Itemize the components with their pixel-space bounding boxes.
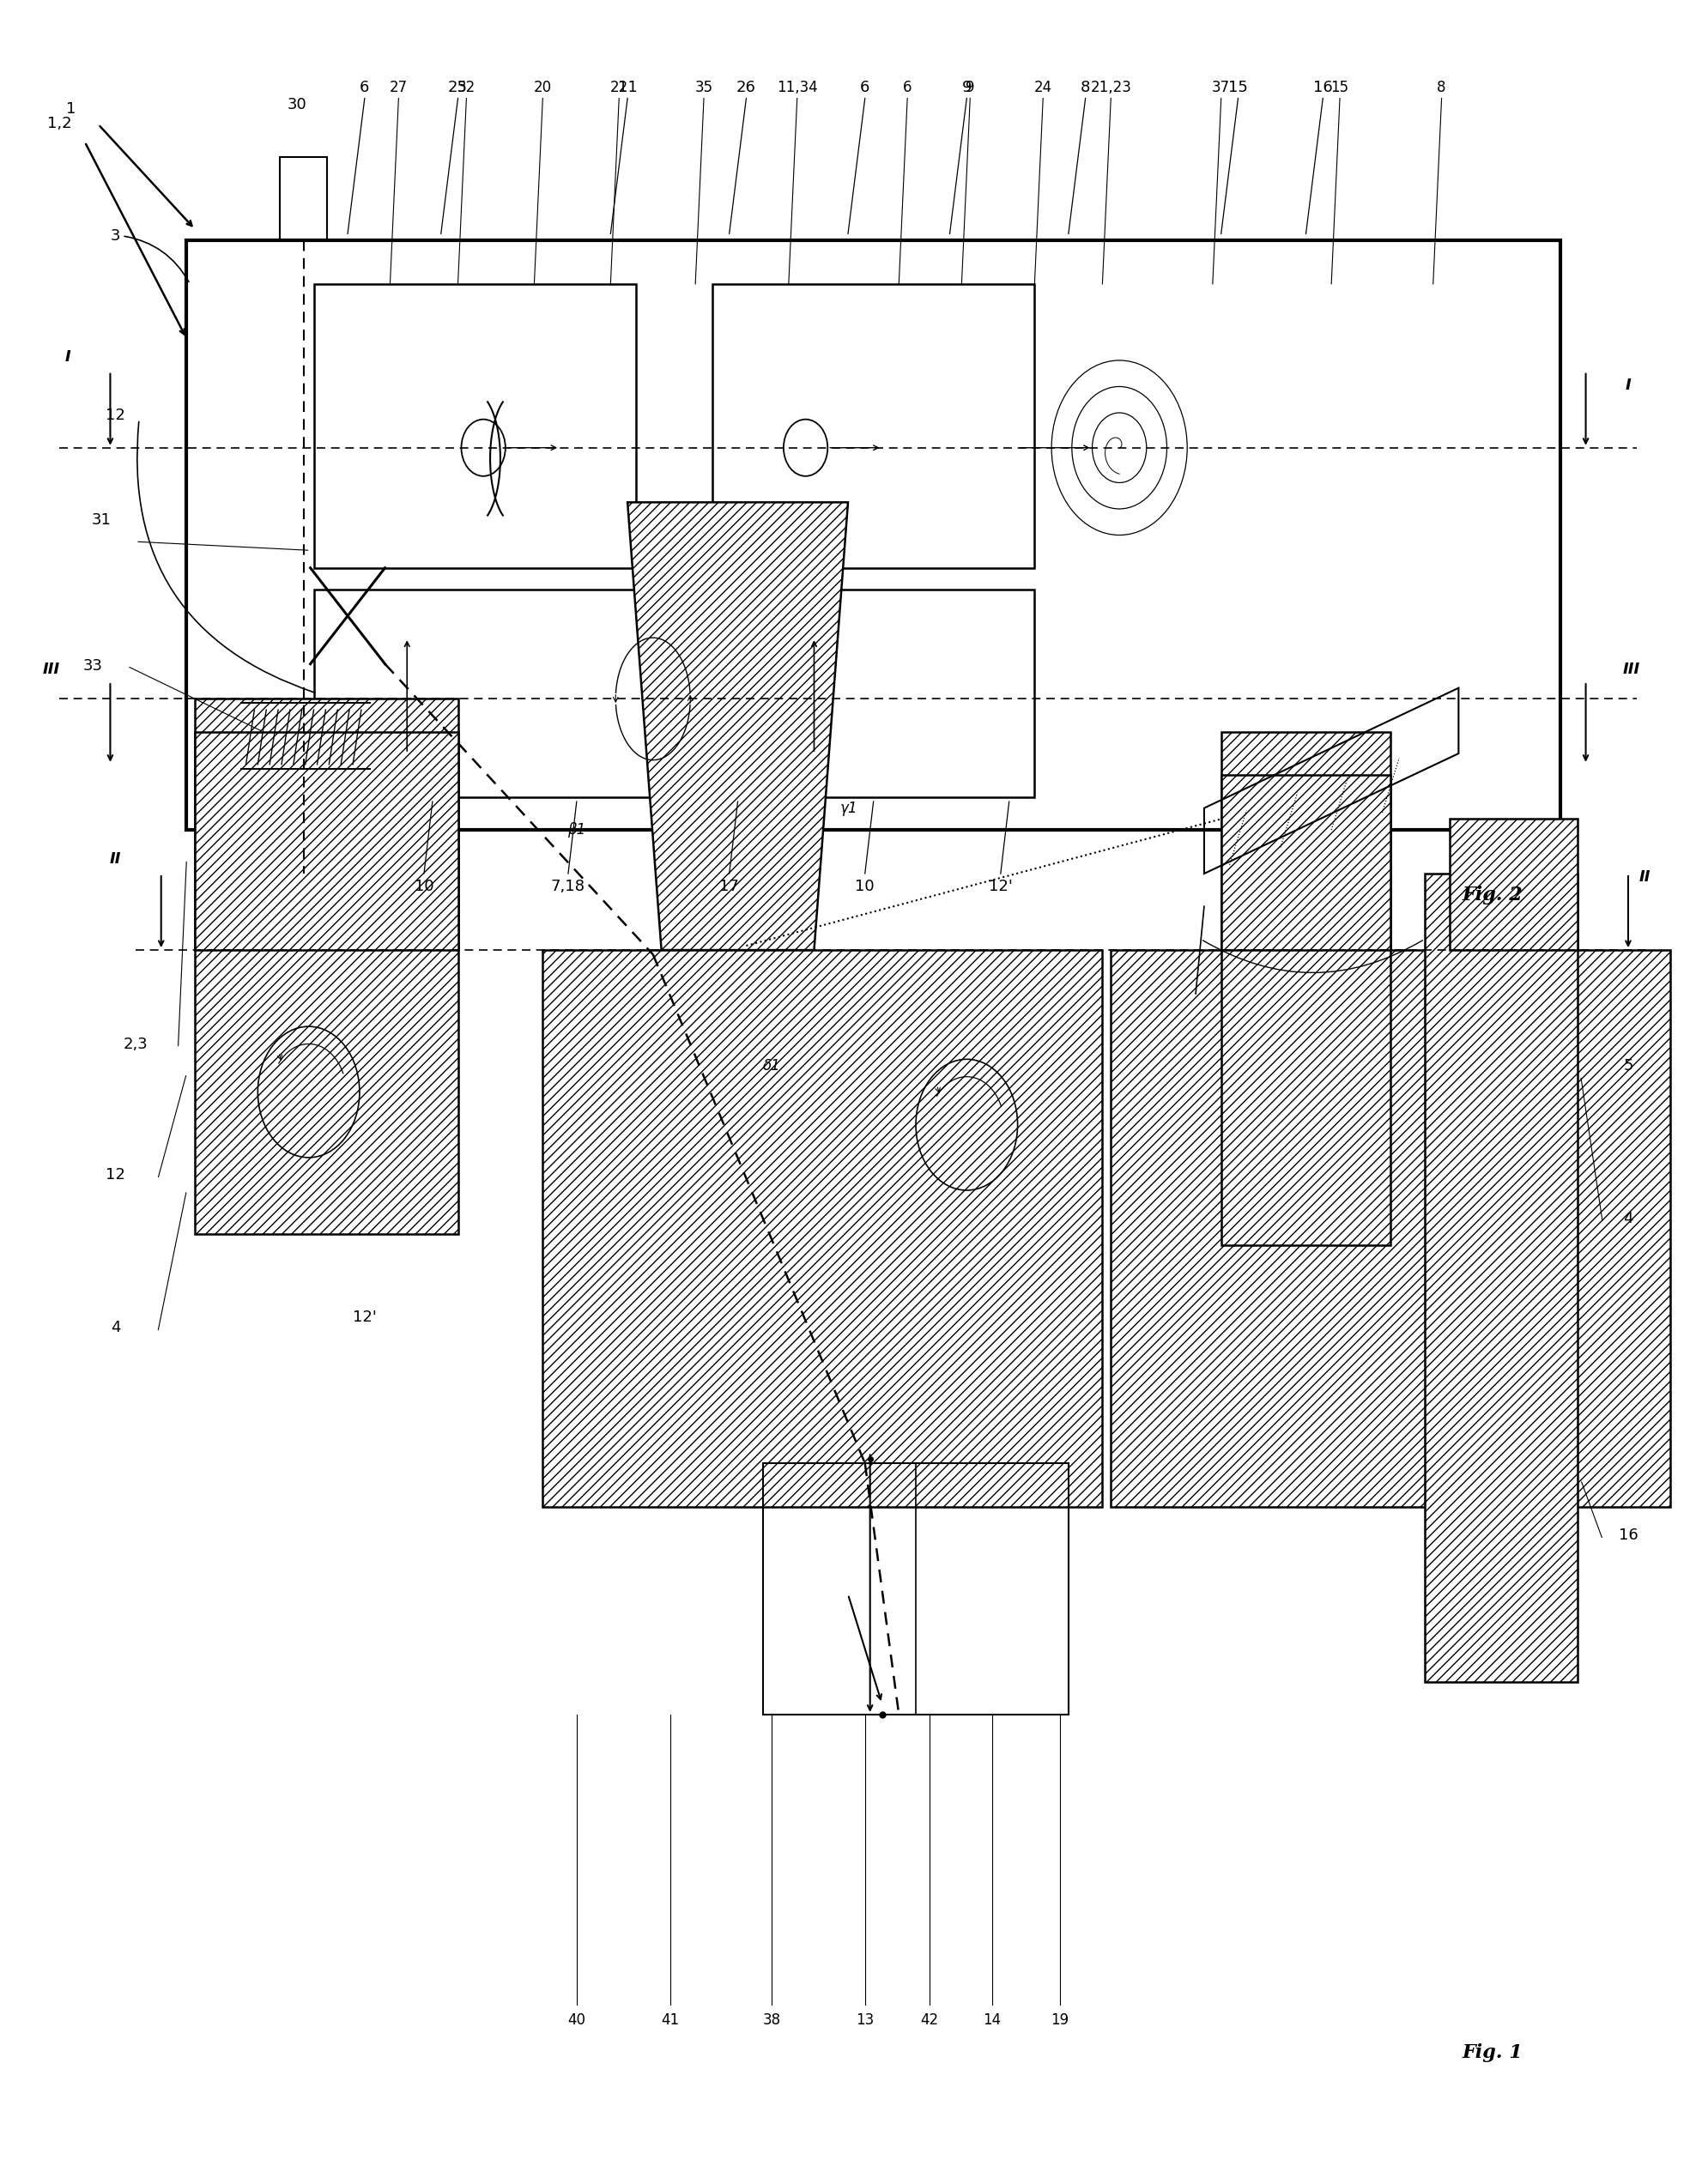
Text: 3: 3 <box>110 227 120 245</box>
Text: 6: 6 <box>360 79 370 96</box>
Bar <box>1450 819 1577 950</box>
Text: 19: 19 <box>1052 2011 1068 2029</box>
Text: 20: 20 <box>534 79 551 96</box>
Bar <box>187 240 1560 830</box>
Text: I: I <box>1625 378 1632 393</box>
Text: 10: 10 <box>414 878 434 895</box>
Text: 25: 25 <box>448 79 468 96</box>
Text: 27: 27 <box>390 79 407 96</box>
Text: 8: 8 <box>1437 79 1447 96</box>
Text: II: II <box>1640 869 1650 885</box>
Text: II: II <box>110 852 120 867</box>
Text: 6: 6 <box>902 79 912 96</box>
Text: 9: 9 <box>962 79 972 96</box>
Text: 15: 15 <box>1228 79 1248 96</box>
Text: 14: 14 <box>984 2011 1001 2029</box>
Text: 12: 12 <box>105 1166 126 1184</box>
Text: δ1: δ1 <box>763 1057 780 1075</box>
Bar <box>712 284 1035 568</box>
Text: β1: β1 <box>568 821 585 839</box>
Text: 42: 42 <box>921 2011 938 2029</box>
Text: 7,18: 7,18 <box>551 878 585 895</box>
Text: 4: 4 <box>110 1319 120 1337</box>
Text: 6: 6 <box>860 79 870 96</box>
Bar <box>1221 732 1391 1245</box>
Bar <box>543 950 1102 1507</box>
Text: III: III <box>42 662 59 677</box>
Text: 26: 26 <box>736 79 756 96</box>
Text: 12: 12 <box>105 406 126 424</box>
Bar <box>314 590 1035 797</box>
Bar <box>195 732 458 950</box>
Text: I: I <box>64 349 71 365</box>
Text: 1,2: 1,2 <box>47 116 71 131</box>
Text: 5: 5 <box>1623 1057 1633 1075</box>
Text: 41: 41 <box>661 2011 678 2029</box>
Text: 30: 30 <box>287 96 307 114</box>
Text: 10: 10 <box>855 878 875 895</box>
Text: 24: 24 <box>1035 79 1052 96</box>
Text: 31: 31 <box>92 511 112 529</box>
Text: 11: 11 <box>617 79 638 96</box>
Text: 8: 8 <box>1080 79 1091 96</box>
Text: 16: 16 <box>1313 79 1333 96</box>
Text: Fig. 1: Fig. 1 <box>1462 2044 1523 2062</box>
Text: 22: 22 <box>611 79 628 96</box>
Text: 16: 16 <box>1618 1527 1638 1544</box>
Bar <box>280 157 327 240</box>
Text: $\gamma$1: $\gamma$1 <box>840 799 856 817</box>
Text: 4: 4 <box>1623 1210 1633 1227</box>
Text: Fig. 2: Fig. 2 <box>1462 887 1523 904</box>
Text: III: III <box>1623 662 1640 677</box>
Text: 12': 12' <box>353 1308 377 1326</box>
Bar <box>1221 775 1391 950</box>
Text: 11,34: 11,34 <box>777 79 817 96</box>
Bar <box>314 284 636 568</box>
Text: 37: 37 <box>1213 79 1230 96</box>
Text: 15: 15 <box>1331 79 1348 96</box>
Text: 13: 13 <box>856 2011 873 2029</box>
Polygon shape <box>628 502 848 950</box>
Text: 9: 9 <box>965 79 975 96</box>
Text: 21,23: 21,23 <box>1091 79 1131 96</box>
Text: 17: 17 <box>719 878 739 895</box>
Bar <box>1111 950 1671 1507</box>
Text: 35: 35 <box>695 79 712 96</box>
Bar <box>195 699 458 1234</box>
Text: 40: 40 <box>568 2011 585 2029</box>
Text: 38: 38 <box>763 2011 780 2029</box>
Text: 1: 1 <box>66 100 76 118</box>
Text: 32: 32 <box>458 79 475 96</box>
Bar <box>1425 874 1577 1682</box>
Text: 33: 33 <box>83 657 103 675</box>
Text: 12': 12' <box>989 878 1013 895</box>
Bar <box>763 1463 1068 1714</box>
Text: 2,3: 2,3 <box>124 1035 148 1053</box>
